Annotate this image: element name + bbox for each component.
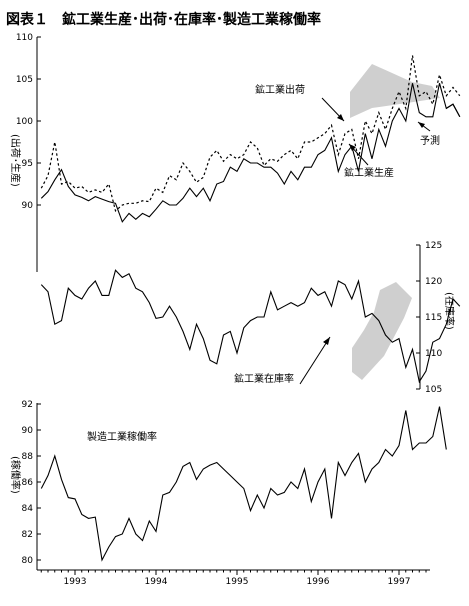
- top-y-tick-label: 95: [22, 159, 33, 169]
- mid-y-tick-label: 120: [425, 277, 442, 287]
- label-utilization: 製造工業稼働率: [87, 430, 157, 443]
- top-y-tick-label: 105: [16, 75, 33, 85]
- bot-y-tick-label: 90: [22, 426, 34, 436]
- series-line-forecast: [446, 103, 461, 118]
- arrowhead-production: [349, 144, 356, 151]
- series-line-utilization: [40, 406, 447, 562]
- mid-y-tick-label: 125: [425, 241, 442, 251]
- label-production: 鉱工業生産: [344, 166, 394, 179]
- x-tick-label: 1995: [226, 577, 249, 587]
- label-inventory: 鉱工業在庫率: [234, 372, 294, 385]
- x-tick-label: 1997: [388, 577, 411, 587]
- x-tick-label: 1996: [307, 577, 330, 587]
- utilization-panel: 80 82 84 86 88 90 92 1993 1994 1995 1996 1997 (稼働率…: [9, 400, 447, 587]
- top-y-tick-label: 110: [16, 33, 33, 43]
- top-y-axis-label: (出荷･生産): [9, 134, 22, 187]
- arrowhead-shipments: [337, 114, 344, 121]
- bot-y-tick-label: 80: [22, 556, 34, 566]
- bot-y-tick-label: 88: [22, 452, 34, 462]
- production-shipments-panel: 90 95 100 105 110 (出荷･生産) 鉱工業出荷 鉱工業生産 予測: [9, 33, 461, 272]
- series-line-inventory: [40, 269, 461, 384]
- arrowhead-inventory: [323, 337, 330, 345]
- label-forecast: 予測: [420, 134, 440, 147]
- mid-y-ticks: 105 110 115 120 125: [416, 241, 442, 395]
- top-y-ticks: 90 95 100 105 110: [16, 33, 41, 211]
- forecast-shade-mid: [352, 282, 412, 380]
- bot-y-axis-label: (稼働率): [9, 456, 22, 494]
- mid-y-tick-label: 115: [425, 313, 442, 323]
- figure-title: 図表１ 鉱工業生産･出荷･在庫率･製造工業稼働率: [6, 11, 321, 28]
- forecast-shade-top: [350, 64, 440, 118]
- x-tick-label: 1993: [64, 577, 87, 587]
- x-ticks: 1993 1994 1995 1996 1997: [40, 570, 427, 587]
- top-y-tick-label: 100: [16, 117, 33, 127]
- top-y-tick-label: 90: [22, 201, 34, 211]
- series-line-production: [40, 83, 461, 223]
- arrowhead-forecast: [418, 122, 425, 128]
- bot-y-tick-label: 92: [22, 400, 33, 410]
- x-tick-label: 1994: [145, 577, 168, 587]
- bot-y-tick-label: 84: [22, 504, 34, 514]
- bot-y-tick-label: 86: [22, 478, 34, 488]
- series-line-shipments: [40, 55, 461, 212]
- pointer-inventory: [299, 336, 331, 385]
- bot-y-tick-label: 82: [22, 530, 33, 540]
- bot-y-ticks: 80 82 84 86 88 90 92: [22, 400, 41, 566]
- label-shipments: 鉱工業出荷: [255, 83, 305, 96]
- mid-y-tick-label: 110: [425, 349, 442, 359]
- mid-y-tick-label: 105: [425, 385, 442, 395]
